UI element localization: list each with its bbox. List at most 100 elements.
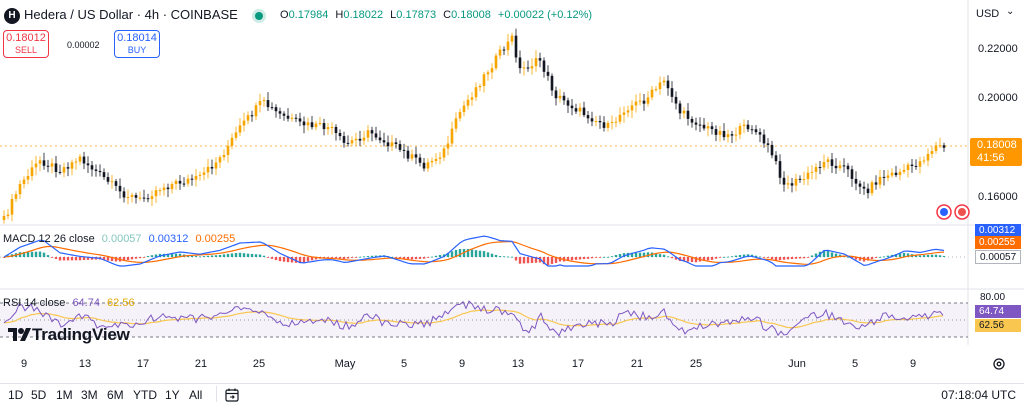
macd-hist-bar: [814, 253, 818, 257]
macd-hist-bar: [722, 256, 726, 258]
candle-body: [554, 90, 558, 99]
event-flag-icon[interactable]: [936, 204, 970, 220]
currency-selector[interactable]: USD: [976, 8, 1000, 20]
macd-hist-bar: [298, 257, 302, 264]
macd-hist-bar: [666, 256, 670, 258]
utc-clock[interactable]: 07:18:04 UTC: [941, 388, 1016, 402]
candle-body: [170, 184, 174, 190]
candle-body: [746, 124, 750, 130]
macd-hist-bar: [642, 252, 646, 257]
range-button[interactable]: 1Y: [165, 388, 180, 402]
rsi-legend[interactable]: RSI 14 close 64.74 62.56: [3, 297, 135, 309]
macd-hist-bar: [290, 257, 294, 263]
macd-hist-bar: [278, 257, 282, 262]
candle-body: [86, 163, 90, 166]
macd-hist-bar: [454, 249, 458, 257]
macd-hist-bar: [62, 257, 66, 261]
candle-body: [106, 177, 110, 182]
candle-body: [446, 143, 450, 149]
price-axis-tick: 0.16000: [978, 191, 1018, 203]
macd-hist-bar: [534, 257, 538, 263]
time-axis-tick: 9: [458, 358, 466, 370]
range-button[interactable]: 6M: [107, 388, 124, 402]
candle-body: [610, 121, 614, 124]
macd-hist-bar: [938, 255, 942, 257]
candle-body: [726, 134, 730, 138]
macd-hist-bar: [858, 257, 862, 261]
spread-value: 0.00002: [67, 40, 100, 50]
macd-hist-bar: [86, 257, 90, 260]
candle-body: [462, 105, 466, 112]
range-button[interactable]: 5D: [31, 388, 47, 402]
candle-body: [162, 187, 166, 191]
candle-body: [590, 118, 594, 122]
candle-body: [206, 166, 210, 173]
goto-date-icon[interactable]: [224, 387, 240, 403]
symbol-title[interactable]: Hedera / US Dollar · 4h · COINBASE: [24, 7, 238, 22]
open-label: O: [280, 9, 289, 21]
candle-body: [898, 171, 902, 176]
macd-hist-bar: [770, 257, 774, 260]
candle-body: [362, 137, 366, 141]
macd-hist-bar: [658, 254, 662, 257]
candle-body: [582, 107, 586, 116]
macd-legend[interactable]: MACD 12 26 close 0.00057 0.00312 0.00255: [3, 233, 235, 245]
macd-hist-bar: [122, 257, 126, 261]
range-button[interactable]: 1M: [56, 388, 73, 402]
candle-body: [666, 80, 670, 89]
candle-body: [778, 161, 782, 178]
candle-body: [658, 82, 662, 90]
candle-body: [14, 194, 18, 199]
rsi-ma-badge: 62.56: [975, 319, 1021, 332]
macd-hist-bar: [234, 253, 238, 257]
macd-hist-bar: [598, 257, 602, 258]
macd-hist-bar: [810, 255, 814, 257]
candle-body: [166, 187, 170, 190]
candle-body: [298, 118, 302, 122]
candle-body: [790, 183, 794, 186]
range-button[interactable]: 1D: [8, 388, 24, 402]
macd-hist-bar: [426, 257, 430, 258]
time-axis-tick: 17: [136, 358, 150, 370]
candle-body: [550, 75, 554, 91]
market-status-dot[interactable]: [255, 12, 263, 20]
macd-hist-bar: [414, 257, 418, 260]
gear-icon[interactable]: [991, 356, 1007, 372]
branding-text[interactable]: TradingView: [32, 325, 130, 344]
macd-hist-bar: [102, 257, 106, 261]
candle-body: [842, 165, 846, 167]
candle-body: [678, 103, 682, 114]
macd-hist-bar: [606, 256, 610, 258]
price-chart[interactable]: [0, 0, 1024, 360]
candle-body: [190, 178, 194, 180]
candles-group: [2, 28, 946, 224]
candle-body: [394, 142, 398, 145]
macd-hist-bar: [494, 254, 498, 257]
macd-hist-bar: [30, 251, 34, 257]
macd-hist-bar: [342, 257, 346, 259]
macd-hist-bar: [170, 253, 174, 257]
bar-countdown: 41:56: [977, 152, 1005, 164]
macd-hist-bar: [566, 257, 570, 261]
candle-body: [30, 167, 34, 177]
range-button[interactable]: All: [189, 388, 203, 402]
range-button[interactable]: YTD: [133, 388, 157, 402]
macd-hist-bar: [38, 251, 42, 257]
macd-hist-bar: [886, 255, 890, 257]
sell-button[interactable]: 0.18012 SELL: [3, 30, 49, 58]
macd-hist-bar: [826, 251, 830, 257]
buy-button[interactable]: 0.18014 BUY: [114, 30, 160, 58]
macd-hist-bar: [238, 252, 242, 257]
chevron-down-icon[interactable]: ⌄: [1006, 6, 1015, 17]
tradingview-logo-icon[interactable]: [6, 322, 32, 346]
macd-hist-bar: [374, 255, 378, 257]
range-button[interactable]: 3M: [81, 388, 98, 402]
macd-hist-bar: [114, 257, 118, 262]
candle-body: [902, 169, 906, 172]
candle-body: [854, 178, 858, 184]
time-axis[interactable]: 9 13 17 21 25 May 5 9 13 17 21 25 Jun 5 9: [0, 358, 960, 374]
macd-hist-bar: [470, 249, 474, 257]
macd-hist-bar: [254, 254, 258, 257]
candle-body: [718, 130, 722, 135]
macd-hist-bar: [406, 257, 410, 260]
